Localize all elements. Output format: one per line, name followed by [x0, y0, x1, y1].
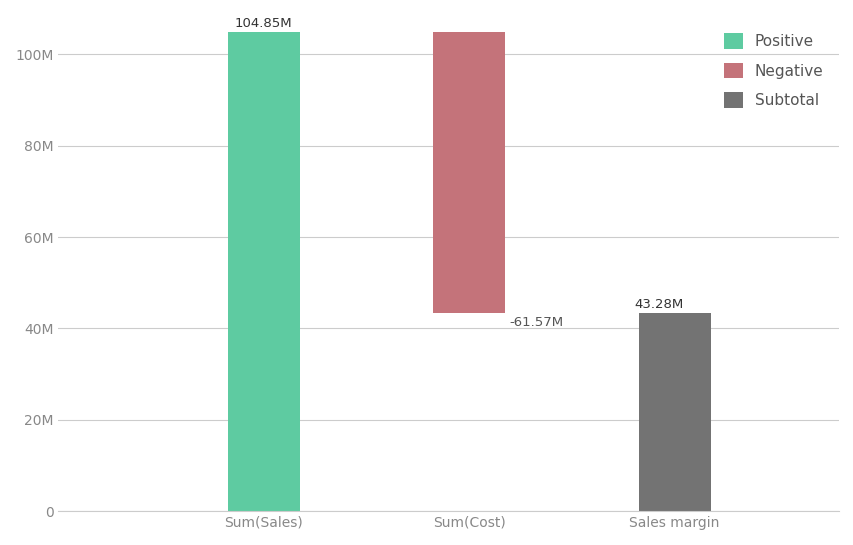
- Legend: Positive, Negative, Subtotal: Positive, Negative, Subtotal: [716, 25, 830, 116]
- Text: -61.57M: -61.57M: [508, 316, 563, 329]
- Bar: [228, 32, 299, 511]
- Text: 104.85M: 104.85M: [235, 17, 293, 30]
- Bar: [638, 313, 710, 511]
- Bar: [432, 32, 504, 313]
- Text: 43.28M: 43.28M: [634, 298, 683, 311]
